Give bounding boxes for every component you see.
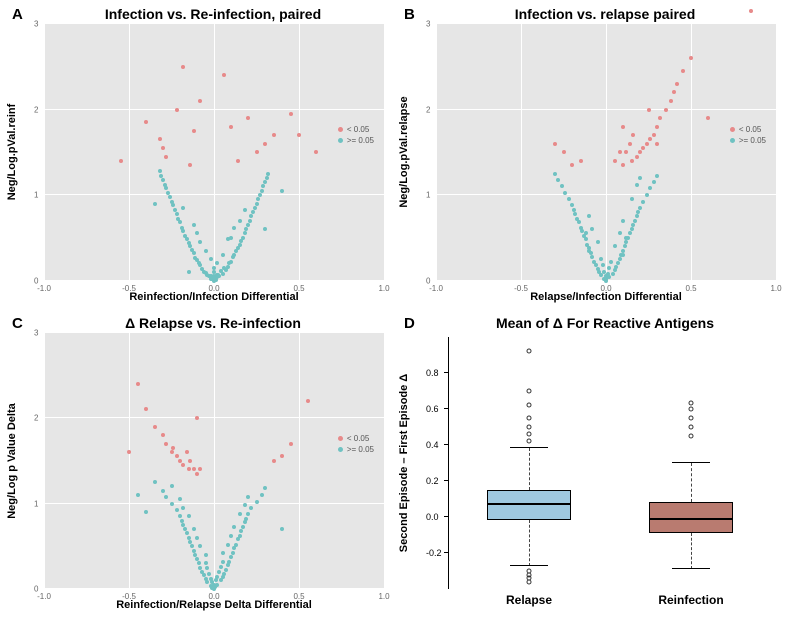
- panel-A-plot: Neg/Log.pVal.reinf Reinfection/Infection…: [44, 24, 384, 281]
- panel-A-ylabel: Neg/Log.pVal.reinf: [6, 104, 18, 201]
- legend-dot-nonsig: [338, 447, 343, 452]
- panel-C-legend: < 0.05 >= 0.05: [334, 430, 378, 458]
- panel-B: B Infection vs. relapse paired Neg/Log.p…: [396, 4, 784, 309]
- legend-dot-sig: [338, 436, 343, 441]
- legend-dot-sig: [730, 127, 735, 132]
- legend-sig-label: < 0.05: [347, 124, 369, 135]
- legend-dot-sig: [338, 127, 343, 132]
- panel-D-title: Mean of Δ For Reactive Antigens: [396, 315, 784, 331]
- panel-D: D Mean of Δ For Reactive Antigens Second…: [396, 313, 784, 618]
- panel-letter-A: A: [12, 6, 23, 23]
- panel-C-plot: Neg/Log p Value Delta Reinfection/Relaps…: [44, 333, 384, 590]
- panel-B-ylabel: Neg/Log.pVal.relapse: [398, 97, 410, 208]
- panel-C-ylabel: Neg/Log p Value Delta: [6, 403, 18, 519]
- legend-dot-nonsig: [338, 138, 343, 143]
- panel-A: A Infection vs. Re-infection, paired Neg…: [4, 4, 392, 309]
- legend-nonsig-label: >= 0.05: [739, 135, 766, 146]
- panel-C-title: Δ Relapse vs. Re-infection: [4, 315, 392, 331]
- panel-letter-C: C: [12, 315, 23, 332]
- figure-grid: A Infection vs. Re-infection, paired Neg…: [0, 0, 788, 621]
- panel-B-title: Infection vs. relapse paired: [396, 6, 784, 22]
- panel-letter-D: D: [404, 315, 415, 332]
- panel-A-title: Infection vs. Re-infection, paired: [4, 6, 392, 22]
- panel-B-legend: < 0.05 >= 0.05: [726, 121, 770, 149]
- legend-dot-nonsig: [730, 138, 735, 143]
- panel-D-plot: Second Episode – First Episode Δ -0.20.0…: [448, 337, 772, 590]
- legend-nonsig-label: >= 0.05: [347, 444, 374, 455]
- panel-A-legend: < 0.05 >= 0.05: [334, 121, 378, 149]
- legend-sig-label: < 0.05: [347, 433, 369, 444]
- legend-sig-label: < 0.05: [739, 124, 761, 135]
- panel-C: C Δ Relapse vs. Re-infection Neg/Log p V…: [4, 313, 392, 618]
- panel-B-plot: Neg/Log.pVal.relapse Relapse/Infection D…: [436, 24, 776, 281]
- panel-D-ylabel: Second Episode – First Episode Δ: [398, 374, 410, 552]
- legend-nonsig-label: >= 0.05: [347, 135, 374, 146]
- panel-letter-B: B: [404, 6, 415, 23]
